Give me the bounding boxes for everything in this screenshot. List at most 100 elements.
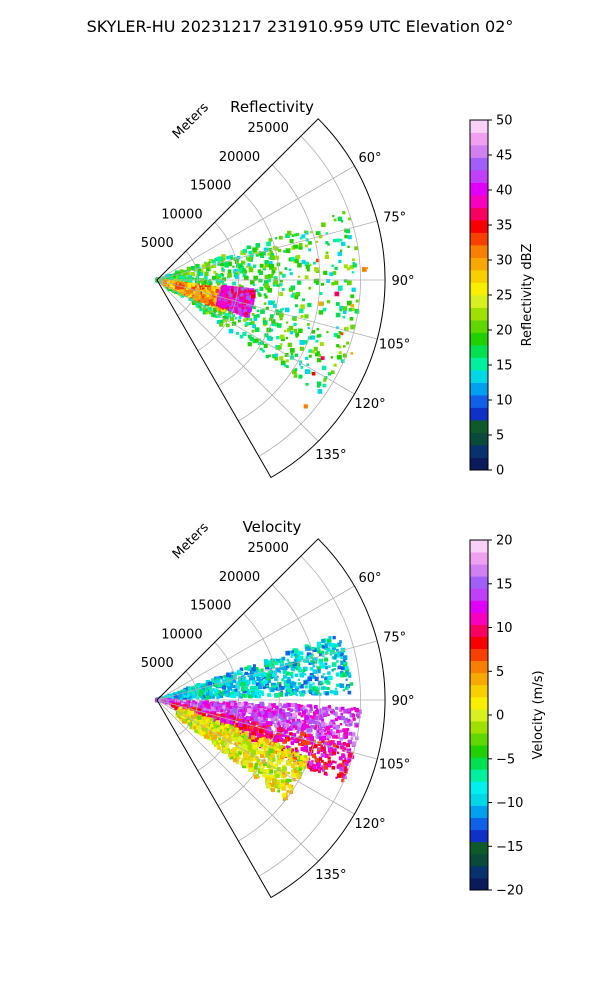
echo-cell	[243, 289, 248, 293]
echo-cell	[276, 336, 280, 340]
echo-cell	[334, 654, 337, 658]
echo-cell	[293, 684, 296, 688]
echo-cell	[214, 315, 218, 318]
echo-cell	[298, 245, 303, 250]
echo-cell	[342, 655, 348, 661]
echo-cell	[182, 695, 188, 701]
echo-cell	[266, 684, 269, 688]
echo-cell	[258, 707, 264, 712]
echo-cell	[253, 709, 257, 713]
echo-cell	[279, 317, 283, 321]
echo-cell	[338, 716, 342, 720]
echo-cell	[196, 271, 200, 275]
echo-cell	[240, 728, 245, 733]
echo-cell	[224, 299, 228, 303]
echo-cell	[295, 686, 300, 691]
echo-cell	[267, 274, 272, 279]
echo-cell	[308, 758, 311, 761]
echo-cell	[346, 748, 351, 753]
colorbar-swatch	[470, 220, 488, 233]
echo-cell	[265, 354, 269, 359]
echo-cell	[279, 235, 283, 240]
echo-cell	[339, 671, 344, 675]
echo-cell	[346, 728, 350, 732]
echo-cell	[295, 332, 300, 337]
echo-cell	[271, 321, 276, 326]
echo-cell	[247, 309, 251, 313]
echo-cell	[207, 307, 213, 312]
echo-cell	[274, 356, 278, 361]
echo-cell	[230, 713, 234, 717]
echo-cell	[295, 663, 301, 668]
echo-cell	[322, 645, 326, 649]
echo-cell	[248, 293, 252, 297]
echo-cell	[290, 741, 295, 745]
echo-cell	[308, 709, 312, 713]
echo-cell	[337, 216, 343, 222]
echo-cell	[365, 267, 368, 270]
echo-cell	[289, 239, 294, 244]
echo-cell	[240, 308, 244, 312]
echo-cell	[356, 709, 362, 715]
echo-cell	[214, 297, 218, 302]
echo-cell	[350, 352, 354, 355]
echo-cell	[222, 690, 225, 694]
echo-cell	[285, 365, 289, 369]
colorbar-swatch	[470, 445, 488, 458]
echo-cell	[333, 668, 336, 671]
echo-cell	[332, 271, 337, 276]
echo-cell	[273, 686, 278, 690]
echo-cell	[324, 723, 328, 726]
echo-cell	[338, 259, 342, 264]
echo-cell	[264, 719, 268, 723]
echo-cell	[328, 636, 332, 640]
echo-cell	[321, 675, 324, 679]
echo-cell	[350, 324, 356, 330]
echo-cell	[262, 672, 267, 677]
echo-cell	[285, 248, 291, 254]
echo-cell	[318, 301, 324, 307]
echo-cell	[348, 722, 353, 727]
echo-cell	[241, 688, 244, 692]
echo-cell	[304, 731, 307, 734]
echo-cell	[278, 692, 284, 697]
echo-cell	[272, 300, 275, 303]
echo-cell	[340, 656, 343, 660]
echo-cell	[301, 692, 305, 697]
echo-cell	[164, 274, 170, 279]
echo-cell	[314, 278, 320, 284]
echo-cell	[217, 676, 221, 679]
echo-cell	[228, 682, 234, 687]
colorbar-swatch	[470, 207, 488, 221]
echo-cell	[292, 661, 297, 667]
echo-cell	[229, 674, 234, 679]
echo-cell	[271, 682, 274, 686]
echo-cell	[225, 712, 230, 717]
echo-cell	[246, 300, 251, 305]
echo-cell	[316, 240, 319, 243]
echo-cell	[339, 305, 344, 310]
echo-cell	[211, 259, 216, 264]
echo-cell	[286, 734, 290, 739]
echo-cell	[336, 729, 340, 734]
echo-cell	[354, 308, 360, 314]
echo-cell	[335, 726, 339, 730]
echo-cell	[203, 694, 207, 699]
echo-cell	[177, 699, 181, 703]
echo-cell	[266, 672, 270, 677]
echo-cell	[290, 713, 294, 717]
echo-cell	[178, 693, 183, 698]
echo-cell	[311, 719, 315, 723]
echo-cell	[250, 674, 253, 677]
echo-cell	[242, 248, 247, 254]
echo-cell	[200, 272, 203, 276]
echo-cell	[270, 328, 274, 332]
echo-cell	[321, 735, 327, 741]
echo-cell	[248, 693, 253, 699]
echo-cell	[213, 301, 216, 304]
colorbar-swatch	[470, 270, 488, 283]
echo-cell	[305, 265, 310, 270]
colorbar-swatch	[470, 170, 488, 183]
echo-cell	[289, 272, 293, 276]
echo-cell	[280, 713, 284, 717]
